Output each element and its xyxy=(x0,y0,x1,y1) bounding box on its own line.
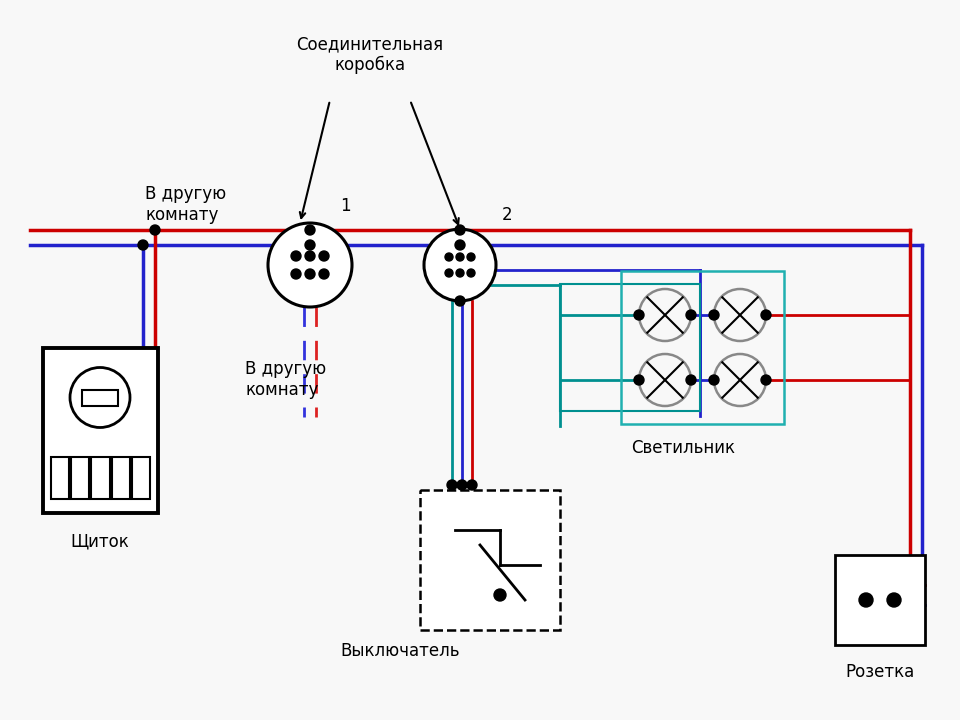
Text: 2: 2 xyxy=(502,206,513,224)
Circle shape xyxy=(305,251,315,261)
Text: Розетка: Розетка xyxy=(846,663,915,681)
Bar xyxy=(91,457,109,499)
Text: 1: 1 xyxy=(340,197,350,215)
Circle shape xyxy=(445,253,453,261)
Circle shape xyxy=(138,240,148,250)
Circle shape xyxy=(761,375,771,385)
Circle shape xyxy=(447,480,457,490)
Text: В другую
комнату: В другую комнату xyxy=(245,360,326,399)
Circle shape xyxy=(709,375,719,385)
Bar xyxy=(51,457,69,499)
Circle shape xyxy=(859,593,873,607)
Circle shape xyxy=(305,240,315,250)
Circle shape xyxy=(467,253,475,261)
Text: Щиток: Щиток xyxy=(71,532,130,550)
Circle shape xyxy=(634,310,644,320)
Text: Светильник: Светильник xyxy=(631,439,735,457)
Bar xyxy=(621,271,784,424)
Circle shape xyxy=(709,310,719,320)
Circle shape xyxy=(686,375,696,385)
Circle shape xyxy=(150,225,160,235)
Bar xyxy=(835,555,925,645)
Text: Соединительная
коробка: Соединительная коробка xyxy=(297,35,444,74)
Bar xyxy=(420,490,560,630)
Circle shape xyxy=(291,269,301,279)
Text: В другую
комнату: В другую комнату xyxy=(145,185,227,224)
Circle shape xyxy=(268,223,352,307)
Circle shape xyxy=(445,269,453,277)
Circle shape xyxy=(291,251,301,261)
Circle shape xyxy=(424,229,496,301)
Circle shape xyxy=(455,296,465,306)
Circle shape xyxy=(456,269,464,277)
Bar xyxy=(132,457,150,499)
Circle shape xyxy=(467,269,475,277)
Circle shape xyxy=(319,269,329,279)
Circle shape xyxy=(634,375,644,385)
Bar xyxy=(43,348,158,513)
Text: Выключатель: Выключатель xyxy=(340,642,460,660)
Circle shape xyxy=(305,269,315,279)
Circle shape xyxy=(761,310,771,320)
Bar xyxy=(560,284,700,411)
Bar xyxy=(71,457,89,499)
Circle shape xyxy=(70,367,130,428)
Circle shape xyxy=(455,225,465,235)
Circle shape xyxy=(456,253,464,261)
Circle shape xyxy=(455,240,465,250)
Circle shape xyxy=(457,480,467,490)
Circle shape xyxy=(887,593,901,607)
Bar xyxy=(111,457,130,499)
Circle shape xyxy=(319,251,329,261)
Circle shape xyxy=(686,310,696,320)
Bar xyxy=(82,390,118,405)
Circle shape xyxy=(467,480,477,490)
Circle shape xyxy=(305,225,315,235)
Circle shape xyxy=(494,589,506,601)
